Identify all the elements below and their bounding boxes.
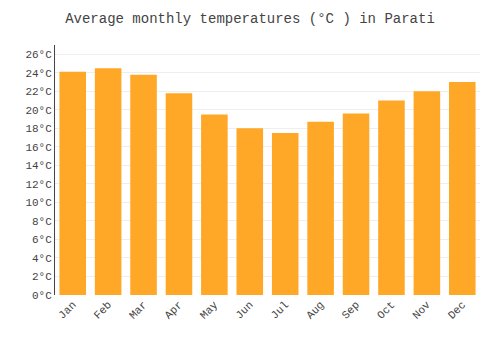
svg-text:26°C: 26°C (25, 49, 52, 61)
svg-text:May: May (198, 299, 221, 322)
svg-text:Feb: Feb (92, 299, 114, 321)
svg-text:14°C: 14°C (25, 160, 52, 172)
svg-text:Sep: Sep (340, 299, 362, 321)
svg-text:Jan: Jan (56, 299, 78, 321)
svg-text:Dec: Dec (446, 299, 468, 321)
svg-text:4°C: 4°C (32, 253, 52, 265)
svg-text:16°C: 16°C (25, 142, 52, 154)
svg-text:18°C: 18°C (25, 123, 52, 135)
svg-text:12°C: 12°C (25, 179, 52, 191)
svg-text:0°C: 0°C (32, 290, 52, 302)
svg-text:6°C: 6°C (32, 234, 52, 246)
svg-text:10°C: 10°C (25, 197, 52, 209)
svg-text:Average monthly temperatures (: Average monthly temperatures (°C ) in Pa… (65, 11, 435, 27)
svg-text:24°C: 24°C (25, 68, 52, 80)
svg-text:Aug: Aug (304, 299, 326, 321)
svg-text:Jun: Jun (233, 299, 255, 321)
svg-text:Jul: Jul (269, 299, 291, 321)
svg-text:20°C: 20°C (25, 105, 52, 117)
svg-text:8°C: 8°C (32, 216, 52, 228)
svg-text:Oct: Oct (375, 299, 397, 321)
svg-text:22°C: 22°C (25, 86, 52, 98)
svg-text:Apr: Apr (162, 299, 184, 321)
svg-text:Nov: Nov (410, 299, 433, 322)
svg-text:2°C: 2°C (32, 271, 52, 283)
svg-text:Mar: Mar (127, 299, 149, 321)
